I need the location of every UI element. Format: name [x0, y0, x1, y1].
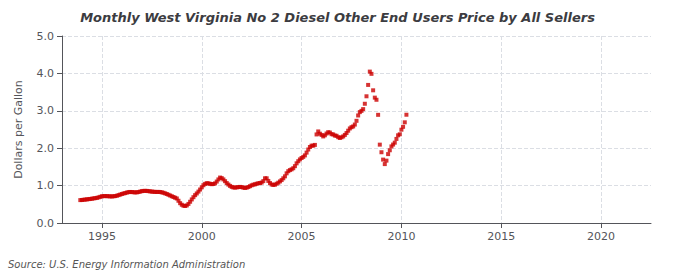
- svg-text:3.0: 3.0: [37, 104, 55, 117]
- svg-text:Monthly West Virginia No 2 Die: Monthly West Virginia No 2 Diesel Other …: [80, 10, 595, 25]
- svg-text:1995: 1995: [88, 230, 116, 243]
- svg-text:2005: 2005: [288, 230, 316, 243]
- svg-text:0.0: 0.0: [37, 217, 55, 230]
- svg-text:Dollars per Gallon: Dollars per Gallon: [12, 80, 25, 179]
- svg-text:2015: 2015: [487, 230, 515, 243]
- svg-text:5.0: 5.0: [37, 30, 55, 43]
- svg-text:2.0: 2.0: [37, 142, 55, 155]
- svg-text:Source: U.S. Energy Informatio: Source: U.S. Energy Information Administ…: [8, 259, 245, 270]
- svg-text:4.0: 4.0: [37, 67, 55, 80]
- svg-text:2000: 2000: [188, 230, 216, 243]
- svg-text:1.0: 1.0: [37, 179, 55, 192]
- svg-text:2010: 2010: [387, 230, 415, 243]
- svg-text:2020: 2020: [587, 230, 615, 243]
